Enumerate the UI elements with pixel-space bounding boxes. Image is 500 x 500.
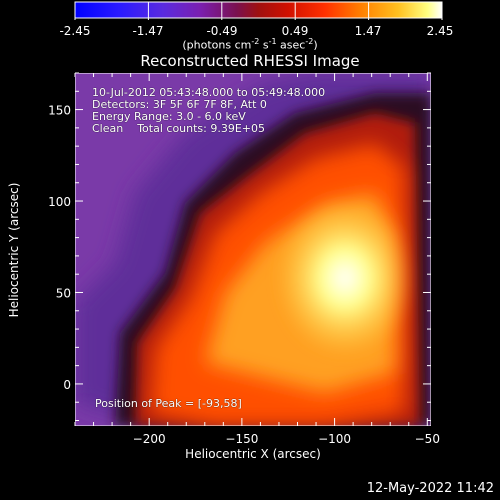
y-tick-label: 50 (56, 286, 71, 300)
colorbar-tick-marks (74, 2, 443, 20)
colorbar-tick-label: -2.45 (59, 24, 91, 38)
y-axis-label: Heliocentric Y (arcsec) (7, 182, 21, 318)
y-tick-label: 100 (48, 195, 71, 209)
x-tick-label: −50 (415, 432, 440, 446)
x-tick-label: −100 (318, 432, 351, 446)
y-tick-label: 0 (63, 378, 71, 392)
x-tick-label: −150 (225, 432, 258, 446)
heatmap-image (75, 73, 431, 426)
annotation-clean: Clean Total counts: 9.39E+05 (92, 122, 266, 135)
colorbar-tick-label: -0.49 (206, 24, 238, 38)
colorbar (74, 1, 443, 20)
colorbar-tick-label: 2.45 (426, 24, 454, 38)
heatmap-peak-core (275, 198, 415, 358)
annotation-peak-position: Position of Peak = [-93,58] (95, 397, 242, 410)
x-axis-label: Heliocentric X (arcsec) (185, 447, 321, 461)
chart-title: Reconstructed RHESSI Image (140, 52, 360, 70)
colorbar-tick-label: 0.49 (281, 24, 309, 38)
annotation-time-range: 10-Jul-2012 05:43:48.000 to 05:49:48.000 (92, 86, 326, 99)
annotation-detectors: Detectors: 3F 5F 6F 7F 8F, Att 0 (92, 98, 267, 111)
x-tick-label: −200 (133, 432, 166, 446)
y-tick-label: 150 (48, 104, 71, 118)
timestamp: 12-May-2022 11:42 (366, 481, 494, 496)
annotation-energy: Energy Range: 3.0 - 6.0 keV (92, 110, 246, 123)
colorbar-tick-label: 1.47 (354, 24, 382, 38)
colorbar-tick-label: -1.47 (132, 24, 164, 38)
colorbar-units: (photons cm-2 s-1 asec-2) (182, 37, 318, 52)
